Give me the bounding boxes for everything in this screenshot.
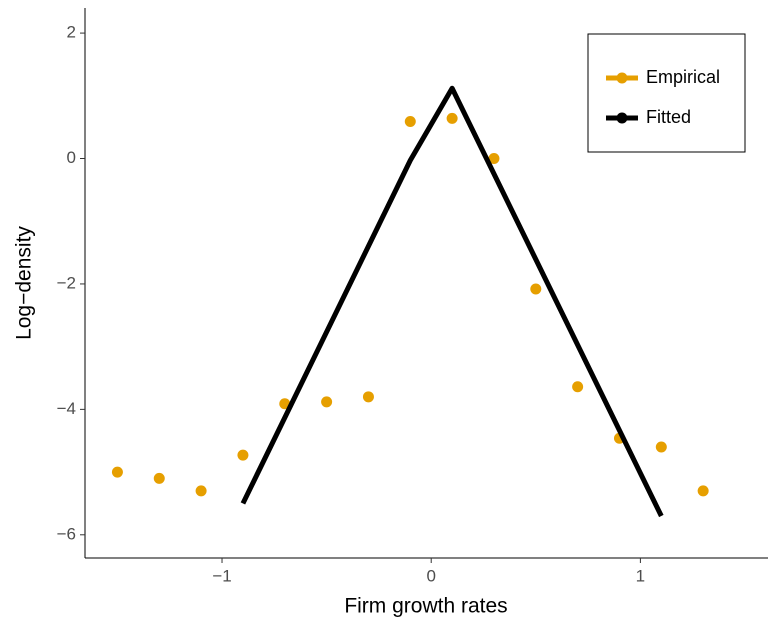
data-point [195, 485, 207, 497]
data-point [404, 116, 416, 128]
legend-dot [616, 112, 628, 124]
data-point [237, 449, 249, 461]
x-axis-label: Firm growth rates [344, 595, 507, 618]
data-point [572, 381, 584, 393]
legend-box [587, 33, 746, 153]
data-point [111, 466, 123, 478]
data-point [446, 112, 458, 124]
legend-dot [616, 72, 628, 84]
x-tick-label: 1 [636, 566, 645, 585]
data-point [321, 396, 333, 408]
x-tick-label: −1 [212, 566, 231, 585]
legend-label: Empirical [646, 67, 720, 87]
data-point [153, 472, 165, 484]
y-axis-label: Log−density [13, 226, 36, 340]
y-tick-label: 2 [67, 23, 76, 42]
y-tick-label: −6 [57, 524, 76, 543]
data-point [362, 391, 374, 403]
x-tick-label: 0 [426, 566, 435, 585]
data-line [240, 85, 664, 518]
data-point [488, 153, 500, 165]
y-tick-label: −2 [57, 273, 76, 292]
y-tick-label: −4 [57, 399, 76, 418]
data-point [530, 283, 542, 295]
data-point [697, 485, 709, 497]
legend-label: Fitted [646, 107, 691, 127]
data-point [655, 441, 667, 453]
y-tick-label: 0 [67, 148, 76, 167]
